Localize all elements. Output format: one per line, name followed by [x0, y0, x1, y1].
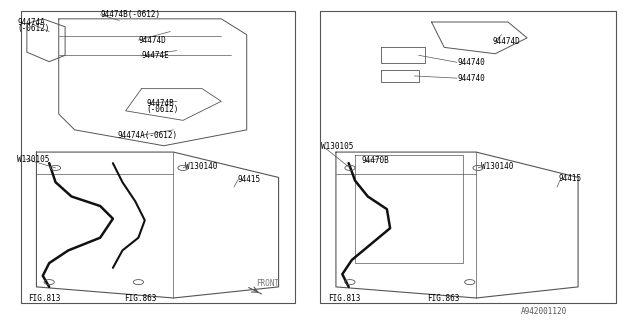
Text: W130140: W130140: [185, 163, 218, 172]
Text: FIG.813: FIG.813: [328, 294, 360, 303]
Text: 94474A: 94474A: [17, 18, 45, 27]
Text: FRONT: FRONT: [256, 278, 280, 288]
Text: 94470B: 94470B: [362, 156, 389, 165]
Text: 944740: 944740: [458, 58, 485, 67]
Text: 94474D: 94474D: [492, 36, 520, 45]
Text: 94474E: 94474E: [141, 52, 170, 60]
Text: W130140: W130140: [481, 163, 513, 172]
Text: W130105: W130105: [17, 155, 50, 164]
Text: FIG.813: FIG.813: [28, 294, 61, 303]
Text: (-0612): (-0612): [17, 24, 50, 33]
Text: W130105: W130105: [321, 142, 354, 151]
Text: 94415: 94415: [559, 174, 582, 183]
Text: FIG.863: FIG.863: [124, 294, 156, 303]
Text: A942001120: A942001120: [521, 307, 567, 316]
Text: 944740: 944740: [458, 74, 485, 83]
Text: 94474D: 94474D: [138, 36, 166, 44]
Text: 94415: 94415: [237, 174, 260, 184]
Text: 94474A(-0612): 94474A(-0612): [117, 131, 177, 140]
Text: FIG.863: FIG.863: [427, 294, 460, 303]
Text: 94474B(-0612): 94474B(-0612): [100, 10, 160, 19]
Text: (-0612): (-0612): [147, 105, 179, 114]
Text: 94474B: 94474B: [147, 99, 175, 108]
